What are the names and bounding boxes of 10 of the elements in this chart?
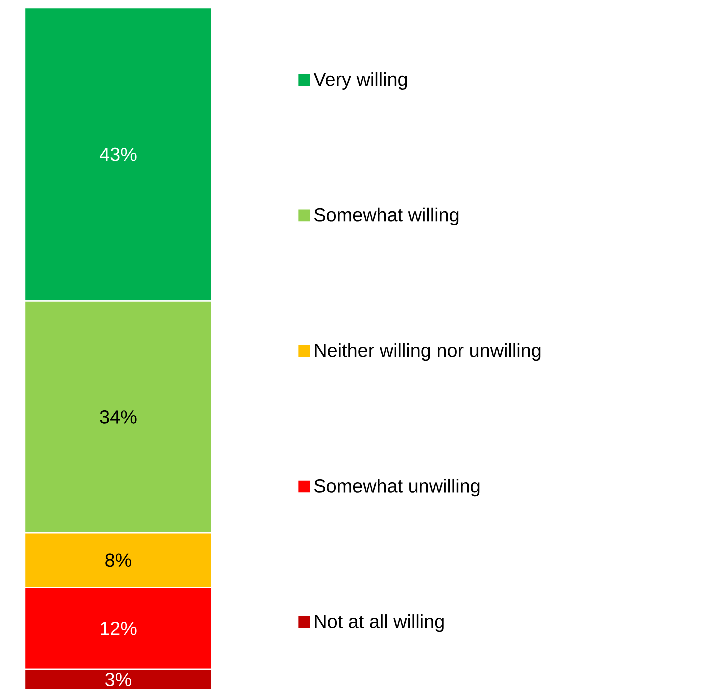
data-label: 43%: [100, 148, 137, 162]
data-label: 12%: [100, 622, 137, 636]
legend-label: Very willing: [314, 72, 408, 90]
data-label: 8%: [106, 554, 132, 568]
legend-label: Not at all willing: [315, 614, 444, 632]
legend-label: Somewhat willing: [314, 208, 459, 226]
legend-label: Somewhat unwilling: [314, 479, 480, 497]
data-label: 3%: [106, 673, 132, 687]
data-label: 34%: [100, 410, 137, 424]
legend-label: Neither willing nor unwilling: [315, 344, 541, 362]
